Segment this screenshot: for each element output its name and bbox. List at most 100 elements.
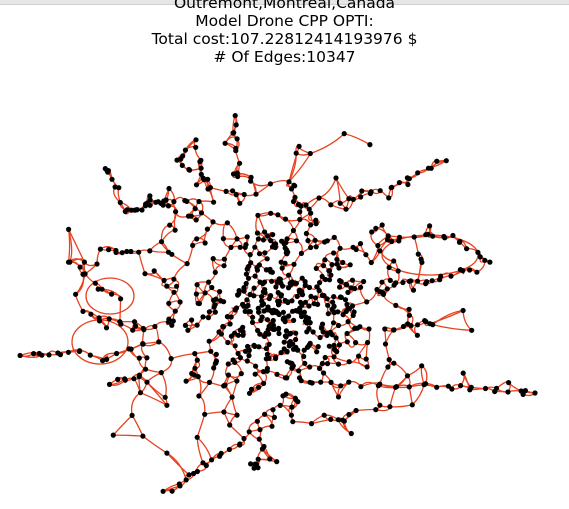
graph-node	[247, 309, 253, 315]
graph-node	[467, 267, 473, 273]
graph-node	[57, 352, 64, 358]
graph-node	[206, 338, 212, 344]
graph-node	[211, 365, 217, 371]
graph-node	[253, 191, 259, 197]
graph-node	[256, 436, 262, 442]
graph-node	[193, 144, 199, 150]
graph-node	[324, 332, 330, 338]
graph-node	[256, 251, 263, 257]
graph-node	[280, 283, 286, 289]
graph-edge	[389, 387, 397, 407]
graph-node	[225, 372, 231, 378]
graph-node	[354, 325, 360, 331]
graph-node	[297, 209, 303, 215]
graph-node	[216, 329, 222, 335]
graph-node	[474, 269, 480, 275]
graph-node	[67, 259, 73, 265]
graph-node	[430, 322, 436, 328]
graph-node	[245, 275, 252, 281]
graph-node	[441, 233, 447, 240]
graph-edge	[171, 253, 188, 265]
graph-node	[158, 370, 164, 376]
graph-node	[200, 175, 206, 181]
graph-node	[210, 219, 216, 225]
graph-node	[228, 314, 234, 320]
graph-node	[379, 222, 385, 228]
graph-node	[357, 241, 364, 247]
graph-node	[352, 286, 358, 292]
graph-node	[298, 250, 304, 256]
graph-node	[182, 322, 188, 328]
graph-node	[232, 306, 238, 313]
graph-node	[391, 360, 397, 366]
graph-node	[234, 136, 240, 142]
graph-node	[274, 459, 280, 465]
graph-edge	[146, 381, 168, 406]
graph-node	[299, 313, 305, 320]
title-line-edges: # Of Edges:10347	[213, 48, 356, 66]
graph-node	[277, 402, 283, 408]
graph-node	[230, 357, 236, 363]
graph-node	[248, 174, 254, 180]
graph-edge	[407, 365, 423, 377]
graph-node	[129, 412, 135, 418]
graph-node	[343, 206, 349, 212]
graph-node	[221, 263, 227, 269]
graph-node	[344, 339, 350, 345]
graph-node	[265, 304, 271, 310]
graph-node	[99, 286, 105, 292]
graph-node	[532, 390, 538, 396]
graph-node	[348, 430, 354, 437]
graph-node	[449, 386, 455, 392]
graph-node	[387, 404, 393, 410]
graph-node	[308, 293, 314, 299]
graph-node	[335, 417, 341, 423]
graph-node	[248, 178, 254, 184]
graph-node	[81, 259, 87, 265]
graph-node	[296, 289, 302, 295]
graph-edge	[67, 229, 71, 263]
graph-node	[232, 330, 238, 336]
graph-node	[234, 412, 240, 418]
graph-node	[345, 319, 351, 325]
graph-node	[344, 301, 350, 307]
graph-node	[233, 122, 239, 128]
graph-node	[158, 239, 165, 245]
graph-node	[286, 272, 292, 278]
graph-node	[192, 351, 198, 357]
graph-node	[169, 488, 175, 494]
graph-node	[385, 364, 391, 370]
graph-node	[208, 348, 214, 354]
graph-node	[375, 243, 381, 249]
graph-node	[302, 279, 308, 285]
graph-node	[425, 231, 431, 237]
graph-node	[77, 348, 83, 354]
graph-node	[262, 229, 268, 235]
graph-node	[306, 206, 312, 212]
graph-node	[328, 379, 334, 385]
graph-node	[226, 446, 232, 453]
graph-node	[275, 212, 281, 218]
graph-edge	[186, 245, 194, 264]
graph-node	[191, 470, 197, 477]
graph-node	[198, 165, 204, 171]
graph-node	[316, 365, 323, 371]
graph-node	[395, 268, 401, 274]
graph-node	[290, 308, 296, 314]
graph-node	[244, 358, 250, 364]
graph-node	[345, 289, 351, 295]
graph-node	[238, 371, 244, 377]
graph-node	[313, 265, 319, 271]
graph-node	[307, 150, 313, 157]
graph-node	[247, 252, 253, 258]
graph-node	[261, 308, 267, 314]
graph-edge	[140, 392, 168, 406]
graph-node	[289, 365, 295, 371]
graph-node	[319, 360, 325, 367]
graph-edge	[379, 366, 389, 385]
graph-node	[306, 343, 312, 349]
graph-node	[423, 381, 429, 387]
graph-node	[243, 242, 249, 248]
graph-node	[237, 441, 243, 447]
graph-node	[77, 264, 83, 270]
